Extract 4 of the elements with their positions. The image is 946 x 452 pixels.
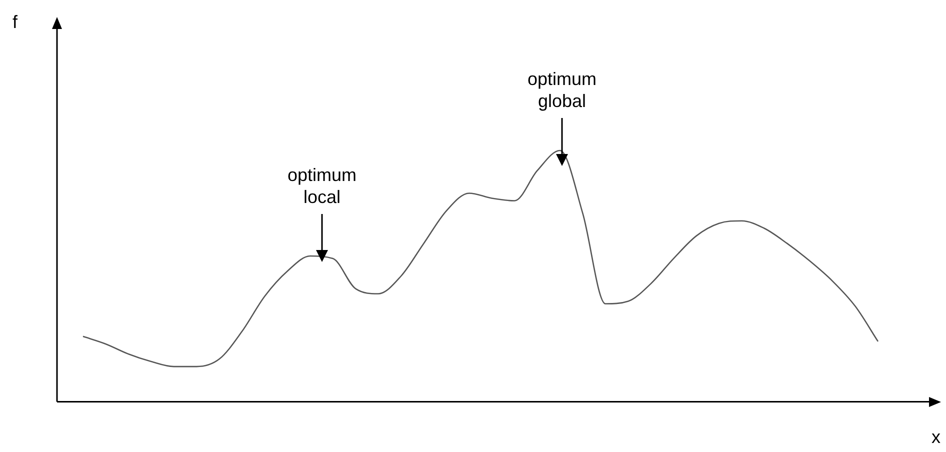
annotation: optimum local xyxy=(286,164,358,208)
x-axis-title: x xyxy=(932,426,940,447)
text: f xyxy=(11,11,18,33)
text: optimum global xyxy=(526,68,598,112)
